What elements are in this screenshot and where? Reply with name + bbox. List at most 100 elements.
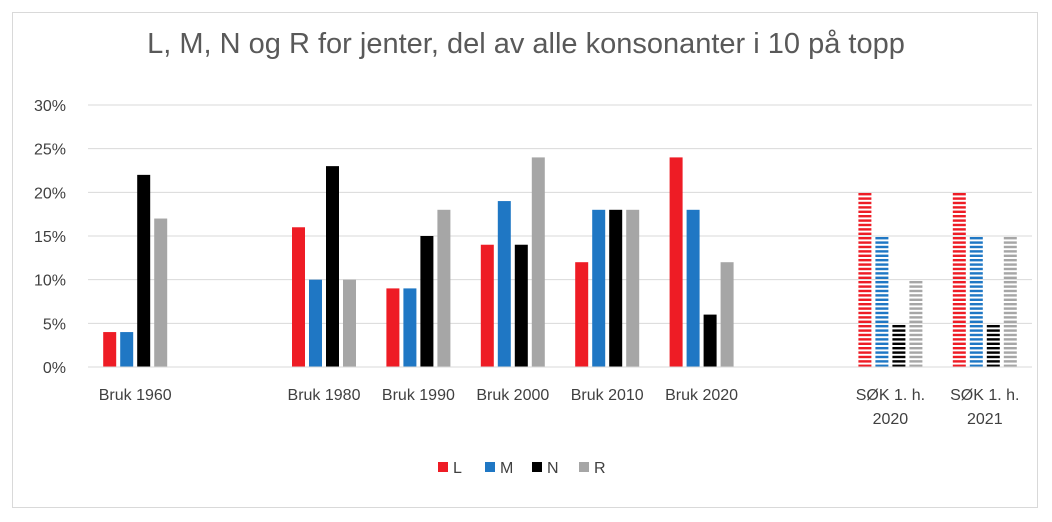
bar-stripe — [892, 364, 906, 367]
bar-stripe — [952, 219, 966, 222]
bar-stripe — [952, 236, 966, 240]
bar-stripe — [858, 201, 872, 205]
bar-stripe — [952, 228, 966, 231]
bar-stripe — [875, 245, 889, 249]
bar-stripe — [952, 364, 966, 367]
bar-stripe — [952, 258, 966, 262]
legend-label: N — [547, 460, 559, 477]
bar-stripe — [909, 280, 923, 284]
bar-stripe — [1003, 333, 1017, 337]
bar-stripe — [858, 276, 872, 279]
bar-stripe — [969, 254, 983, 257]
bar-stripe — [969, 346, 983, 350]
bar — [609, 209, 623, 367]
bar-stripe — [952, 197, 966, 200]
bar-stripe — [952, 214, 966, 218]
bar-stripe — [858, 236, 872, 240]
bar-stripe — [952, 272, 966, 275]
bar — [626, 209, 640, 367]
bar-stripe — [875, 267, 889, 271]
bar-stripe — [952, 263, 966, 266]
bar — [592, 209, 606, 367]
bar-stripe — [952, 192, 966, 196]
bar — [892, 324, 906, 367]
bar — [103, 332, 117, 367]
bar-stripe — [1003, 351, 1017, 354]
bar-stripe — [858, 250, 872, 253]
bar-stripe — [952, 333, 966, 337]
bar-stripe — [875, 346, 889, 350]
bar-stripe — [952, 311, 966, 315]
bar-stripe — [858, 329, 872, 332]
bar-stripe — [875, 324, 889, 328]
bar-stripe — [952, 250, 966, 253]
bar-stripe — [875, 307, 889, 310]
bar-stripe — [858, 346, 872, 350]
bar-stripe — [875, 351, 889, 354]
bar-stripe — [1003, 258, 1017, 262]
bar-stripe — [969, 263, 983, 266]
bar-stripe — [875, 338, 889, 341]
x-tick-label: SØK 1. h. — [950, 387, 1019, 404]
bar-stripe — [892, 360, 906, 363]
y-tick-label: 5% — [43, 316, 66, 333]
bar-stripe — [952, 201, 966, 205]
bar-stripe — [986, 342, 1000, 345]
bar — [1003, 236, 1017, 367]
bar — [514, 244, 528, 367]
bar-stripe — [858, 214, 872, 218]
bar-stripe — [909, 329, 923, 332]
bar-stripe — [969, 333, 983, 337]
bar-stripe — [892, 324, 906, 328]
bar-stripe — [858, 289, 872, 293]
bar-stripe — [875, 316, 889, 319]
bar-stripe — [969, 316, 983, 319]
bar-stripe — [952, 307, 966, 310]
bar — [309, 279, 322, 367]
bar — [703, 314, 717, 367]
bar — [669, 157, 683, 367]
bar-stripe — [909, 316, 923, 319]
bar-stripe — [909, 324, 923, 328]
bar-stripe — [969, 285, 983, 288]
bar-stripe — [969, 276, 983, 279]
bar-stripe — [858, 228, 872, 231]
bar-stripe — [909, 351, 923, 354]
bar-stripe — [1003, 342, 1017, 345]
bar-stripe — [952, 355, 966, 359]
bar-stripe — [986, 351, 1000, 354]
bar-stripe — [969, 355, 983, 359]
bar-stripe — [858, 192, 872, 196]
bar-stripe — [858, 272, 872, 275]
bar-stripe — [952, 320, 966, 323]
bar-stripe — [858, 241, 872, 244]
bar-stripe — [909, 302, 923, 306]
bar-stripe — [1003, 329, 1017, 332]
bar-stripe — [986, 329, 1000, 332]
bar-stripe — [909, 311, 923, 315]
bar-stripe — [952, 342, 966, 345]
bar-stripe — [875, 263, 889, 266]
bar-stripe — [909, 342, 923, 345]
y-tick-label: 15% — [34, 229, 66, 246]
bar-stripe — [952, 223, 966, 227]
bar-stripe — [858, 285, 872, 288]
bar — [154, 218, 168, 367]
bar-stripe — [952, 276, 966, 279]
bar-stripe — [952, 254, 966, 257]
bar-stripe — [1003, 285, 1017, 288]
bar-stripe — [858, 280, 872, 284]
bar — [386, 288, 400, 367]
bar-stripe — [952, 241, 966, 244]
bar-stripe — [1003, 307, 1017, 310]
bar-stripe — [875, 250, 889, 253]
bar — [137, 174, 151, 367]
bar — [343, 279, 356, 367]
bar — [686, 209, 700, 367]
x-tick-label: 2020 — [873, 411, 909, 428]
y-tick-label: 20% — [34, 185, 66, 202]
bar-stripe — [969, 342, 983, 345]
bar-stripe — [1003, 241, 1017, 244]
bar-stripe — [875, 298, 889, 301]
